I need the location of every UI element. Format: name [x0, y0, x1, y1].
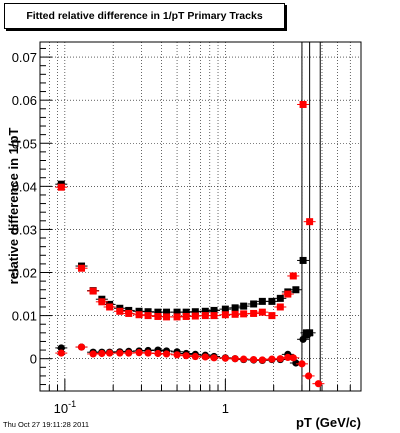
data-point-square: [268, 297, 276, 305]
data-point-square: [276, 303, 284, 311]
data-point-square: [57, 183, 65, 191]
data-point-circle: [106, 349, 114, 357]
data-point-square: [292, 286, 300, 294]
timestamp-footer: Thu Oct 27 19:11:28 2011: [3, 420, 90, 429]
data-point-square: [250, 300, 258, 308]
y-tick-label: 0.02: [12, 266, 37, 281]
data-point-square: [240, 310, 248, 318]
data-point-circle: [299, 335, 307, 343]
data-point-square: [154, 312, 162, 320]
data-point-square: [231, 304, 239, 312]
data-point-circle: [231, 355, 239, 363]
data-point-circle: [182, 352, 190, 360]
data-point-square: [306, 218, 314, 226]
data-point-square: [299, 100, 307, 108]
data-points: [55, 100, 325, 388]
data-point-square: [182, 308, 190, 316]
data-point-square: [98, 298, 106, 306]
data-point-square: [116, 307, 124, 315]
data-point-square: [125, 309, 133, 317]
y-axis-ticks: 0 0.01 0.02 0.03 0.04 0.05 0.06 0.07: [12, 47, 52, 386]
data-point-square: [106, 303, 114, 311]
data-point-circle: [98, 349, 106, 358]
data-point-square: [201, 307, 209, 315]
data-point-circle: [221, 354, 229, 362]
data-point-square: [201, 312, 209, 320]
data-point-square: [144, 308, 152, 316]
data-point-square: [182, 312, 190, 320]
x-tick-label: 10-1: [54, 399, 76, 416]
data-point-square: [89, 287, 97, 295]
y-tick-label: 0.05: [12, 136, 37, 151]
y-tick-label: 0: [30, 352, 37, 367]
data-point-circle: [258, 356, 266, 364]
data-point-circle: [135, 349, 143, 357]
data-point-square: [191, 312, 199, 320]
data-point-square: [163, 313, 171, 321]
data-point-square: [299, 256, 307, 264]
data-point-circle: [303, 331, 312, 339]
data-point-square: [163, 308, 171, 316]
data-point-circle: [289, 354, 297, 362]
data-point-square: [231, 310, 239, 318]
data-point-square: [221, 305, 229, 313]
data-point-circle: [276, 355, 284, 363]
y-axis-label: relative difference in 1/pT: [6, 128, 21, 285]
y-tick-label: 0.07: [12, 50, 37, 65]
data-point-circle: [250, 355, 258, 364]
data-point-square: [240, 302, 248, 310]
data-point-circle: [125, 349, 133, 357]
data-point-circle: [154, 349, 162, 358]
data-point-circle: [116, 349, 124, 357]
data-point-square: [268, 312, 276, 320]
data-point-circle: [173, 351, 181, 359]
data-point-circle: [162, 350, 171, 358]
data-point-square: [289, 272, 297, 280]
data-point-square: [258, 308, 266, 316]
chart-title: Fitted relative difference in 1/pT Prima…: [4, 3, 285, 29]
data-point-circle: [210, 354, 218, 362]
data-point-square: [250, 309, 258, 317]
data-point-circle: [268, 355, 276, 363]
data-point-square: [144, 312, 152, 320]
data-point-square: [210, 306, 218, 314]
data-point-circle: [240, 355, 248, 363]
data-point-square: [258, 297, 266, 305]
y-tick-label: 0.06: [12, 93, 37, 108]
data-point-circle: [191, 352, 199, 361]
data-point-circle: [77, 343, 86, 351]
data-point-circle: [89, 350, 97, 358]
data-point-square: [284, 290, 292, 298]
data-point-square: [154, 308, 162, 316]
data-point-square: [221, 311, 229, 319]
data-point-square: [173, 313, 181, 321]
x-tick-label: 1: [222, 401, 229, 416]
grid: [39, 42, 362, 391]
y-tick-label: 0.01: [12, 309, 37, 324]
data-point-square: [78, 264, 86, 272]
x-axis-label: pT (GeV/c): [296, 415, 361, 430]
data-point-square: [191, 308, 199, 316]
data-point-circle: [304, 372, 313, 380]
data-point-square: [135, 311, 143, 319]
data-point-square: [276, 294, 284, 302]
data-point-square: [210, 312, 218, 320]
data-point-circle: [57, 344, 65, 352]
data-point-square: [173, 308, 181, 316]
data-point-circle: [144, 349, 152, 357]
data-point-circle: [298, 360, 306, 368]
data-point-circle: [314, 380, 323, 388]
y-tick-label: 0.04: [12, 179, 37, 194]
data-point-circle: [201, 353, 209, 361]
y-tick-label: 0.03: [12, 222, 37, 237]
data-point-circle: [57, 349, 65, 357]
